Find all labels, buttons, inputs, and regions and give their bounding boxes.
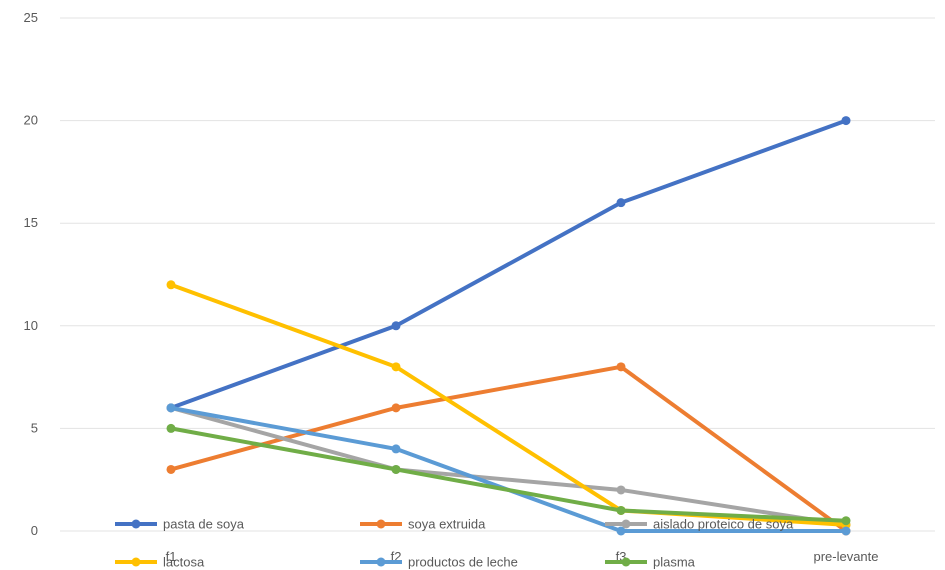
legend-item: plasma <box>605 555 696 570</box>
gridlines <box>60 17 935 532</box>
series-pasta-de-soya <box>166 116 851 413</box>
series-line <box>169 426 848 523</box>
y-tick-label: 20 <box>24 113 38 128</box>
data-point <box>166 423 176 433</box>
data-point <box>841 526 851 536</box>
y-axis-tick-labels: 0 5 10 15 20 25 <box>24 10 38 538</box>
data-point <box>166 403 176 413</box>
data-point <box>841 516 851 526</box>
legend-label: soya extruida <box>408 517 486 532</box>
series-aislado-proteico-de-soya <box>166 403 851 530</box>
legend: pasta de soya soya extruida aislado protei… <box>115 517 794 570</box>
y-tick-label: 10 <box>24 318 38 333</box>
data-point <box>616 505 626 515</box>
y-tick-label: 0 <box>31 523 38 538</box>
data-point <box>841 116 851 126</box>
legend-item: pasta de soya <box>115 517 245 532</box>
data-point <box>166 464 176 474</box>
data-point <box>166 280 176 290</box>
x-tick-label: f1 <box>166 549 177 564</box>
legend-item: lactosa <box>115 555 205 570</box>
legend-item: productos de leche <box>360 555 518 570</box>
y-tick-label: 5 <box>31 420 38 435</box>
data-point <box>391 321 401 331</box>
data-point <box>616 526 626 536</box>
data-point <box>391 403 401 413</box>
series-plasma <box>166 423 851 526</box>
legend-marker <box>376 519 386 529</box>
legend-item: soya extruida <box>360 517 486 532</box>
legend-label: lactosa <box>163 555 205 570</box>
x-tick-label: f2 <box>391 549 402 564</box>
legend-label: aislado proteico de soya <box>653 517 794 532</box>
legend-label: plasma <box>653 555 696 570</box>
legend-marker <box>131 557 141 567</box>
series-line <box>169 282 848 527</box>
data-point <box>391 464 401 474</box>
legend-marker <box>376 557 386 567</box>
x-tick-label: f3 <box>616 549 627 564</box>
x-tick-label: pre-levante <box>813 549 878 564</box>
series-line <box>169 405 848 533</box>
data-point <box>391 444 401 454</box>
data-point <box>616 485 626 495</box>
data-point <box>616 362 626 372</box>
y-tick-label: 15 <box>24 215 38 230</box>
series-line <box>169 364 848 533</box>
data-point <box>616 198 626 208</box>
series-line <box>169 118 848 410</box>
legend-label: productos de leche <box>408 555 518 570</box>
legend-item: aislado proteico de soya <box>605 517 794 532</box>
data-point <box>391 362 401 372</box>
x-axis-tick-labels: f1 f2 f3 pre-levante <box>166 549 879 564</box>
series-lines <box>166 116 851 536</box>
y-tick-label: 25 <box>24 10 38 25</box>
series-line <box>169 405 848 527</box>
legend-marker <box>621 557 631 567</box>
legend-marker <box>131 519 141 529</box>
legend-marker <box>621 519 631 529</box>
legend-label: pasta de soya <box>163 517 245 532</box>
